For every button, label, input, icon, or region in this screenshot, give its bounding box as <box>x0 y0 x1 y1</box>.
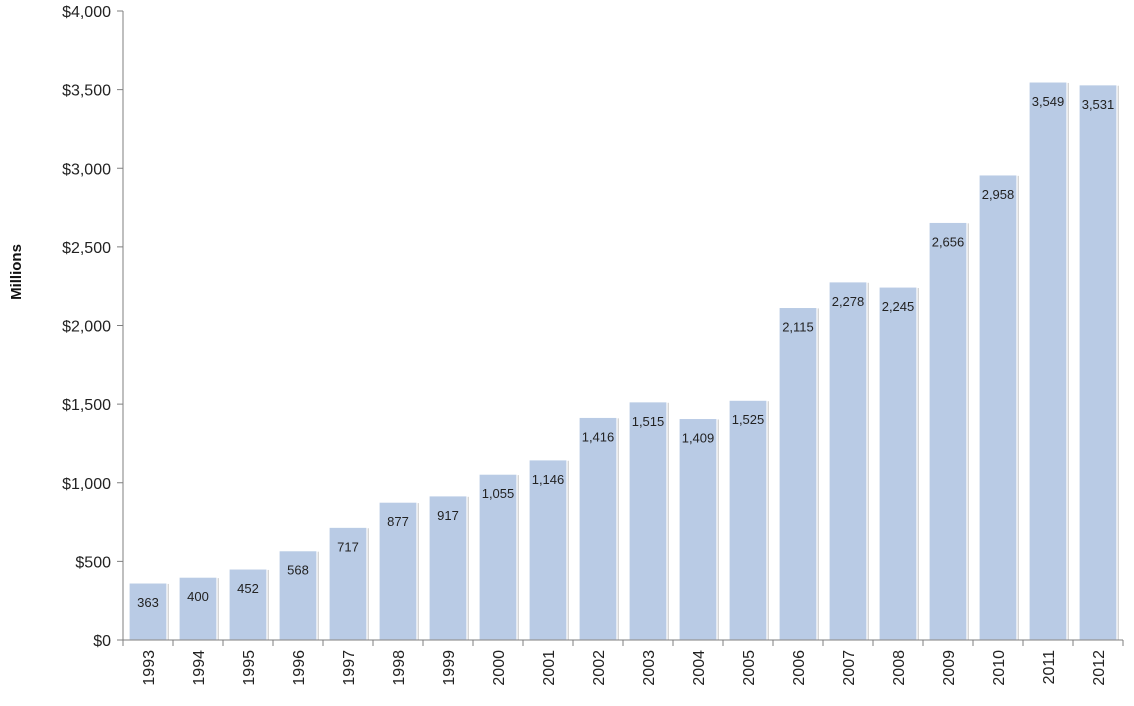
data-label: 717 <box>337 539 359 554</box>
x-tick-label: 2012 <box>1091 650 1108 686</box>
x-tick-label: 1999 <box>441 650 458 686</box>
x-tick-label: 2010 <box>991 650 1008 686</box>
data-label: 877 <box>387 514 409 529</box>
bar <box>328 526 368 641</box>
y-axis: $0 $500 $1,000 $1,500 $2,000 $2,500 $3,000 $3,5… <box>62 4 124 650</box>
bar <box>928 221 968 641</box>
x-tick-label: 1996 <box>291 650 308 686</box>
y-tick-label: $1,000 <box>62 476 111 493</box>
bars-group: 363 400 452 568 717 877 917 1,055 1,146 1,416 1,51… <box>128 81 1119 641</box>
data-label: 1,525 <box>732 412 765 427</box>
y-tick-label: $4,000 <box>62 4 111 21</box>
x-tick-label: 2003 <box>641 650 658 686</box>
data-label: 568 <box>287 563 309 578</box>
bar <box>428 495 468 641</box>
bar <box>228 568 268 641</box>
data-label: 2,656 <box>932 234 965 249</box>
bar <box>978 174 1018 641</box>
x-tick-label: 2007 <box>841 650 858 686</box>
data-label: 1,515 <box>632 414 665 429</box>
y-tick-label: $1,500 <box>62 397 111 414</box>
x-tick-label: 2011 <box>1041 650 1058 685</box>
x-tick-label: 1997 <box>341 650 358 686</box>
data-label: 1,146 <box>532 472 565 487</box>
bar <box>378 501 418 641</box>
data-label: 917 <box>437 508 459 523</box>
x-tick-label: 2004 <box>691 650 708 686</box>
bar <box>678 417 718 641</box>
x-axis: 1993 1994 1995 1996 1997 1998 1999 2000 2001 2002… <box>122 639 1124 686</box>
data-label: 2,115 <box>782 319 814 334</box>
bar <box>1078 84 1118 641</box>
bar <box>478 473 518 641</box>
bar <box>728 399 768 641</box>
bar <box>128 582 168 641</box>
data-label: 400 <box>187 589 209 604</box>
data-label: 2,278 <box>832 294 865 309</box>
bar <box>278 550 318 641</box>
y-axis-title: Millions <box>8 244 25 300</box>
data-label: 452 <box>237 581 259 596</box>
y-tick-label: $500 <box>75 554 111 571</box>
x-tick-label: 1994 <box>191 650 208 686</box>
data-label: 363 <box>137 595 159 610</box>
y-tick-label: $2,000 <box>62 319 111 336</box>
y-tick-label: $2,500 <box>62 240 111 257</box>
y-tick-label: $3,000 <box>62 161 111 178</box>
bar <box>828 281 868 641</box>
x-tick-label: 2002 <box>591 650 608 686</box>
data-label: 1,055 <box>482 486 515 501</box>
bar <box>628 401 668 641</box>
bar <box>528 459 568 641</box>
data-label: 1,416 <box>582 429 615 444</box>
x-tick-label: 1998 <box>391 650 408 686</box>
bar <box>578 416 618 641</box>
x-tick-label: 2001 <box>541 650 558 686</box>
x-tick-label: 2000 <box>491 650 508 686</box>
x-tick-label: 2005 <box>741 650 758 686</box>
x-tick-label: 2006 <box>791 650 808 686</box>
y-tick-label: $3,500 <box>62 83 111 100</box>
x-tick-label: 2009 <box>941 650 958 686</box>
bar <box>778 306 818 641</box>
data-label: 2,958 <box>982 187 1015 202</box>
x-tick-label: 1993 <box>141 650 158 686</box>
x-tick-label: 1995 <box>241 650 258 686</box>
x-tick-label: 2008 <box>891 650 908 686</box>
data-label: 3,531 <box>1082 97 1115 112</box>
y-tick-label: $0 <box>93 633 111 650</box>
bar <box>1028 81 1068 641</box>
bar <box>878 286 918 641</box>
data-label: 3,549 <box>1032 94 1065 109</box>
data-label: 2,245 <box>882 299 915 314</box>
data-label: 1,409 <box>682 430 715 445</box>
bar <box>178 576 218 641</box>
